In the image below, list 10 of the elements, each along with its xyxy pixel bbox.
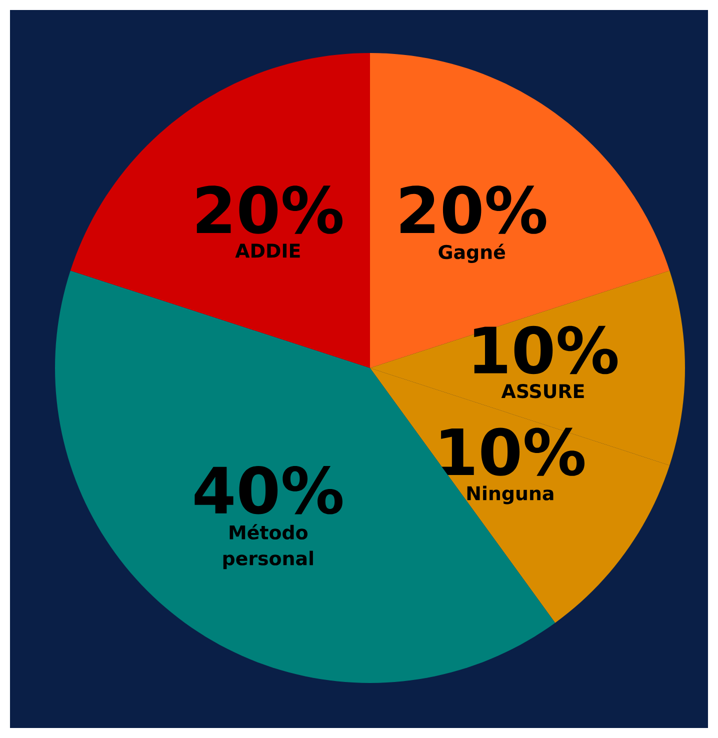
data-label: 10% [441, 428, 584, 476]
data-label: 20% [196, 186, 342, 234]
data-label: 10% [474, 326, 618, 374]
slice-label: Ninguna [467, 486, 554, 504]
slice-label: ADDIE [235, 244, 300, 258]
data-label: 20% [400, 186, 546, 234]
slice-label: Gagné [438, 244, 506, 263]
slice-label: ASSURE [501, 384, 584, 398]
data-label: 40% [194, 466, 342, 514]
slice-label: Método personal [223, 524, 313, 570]
